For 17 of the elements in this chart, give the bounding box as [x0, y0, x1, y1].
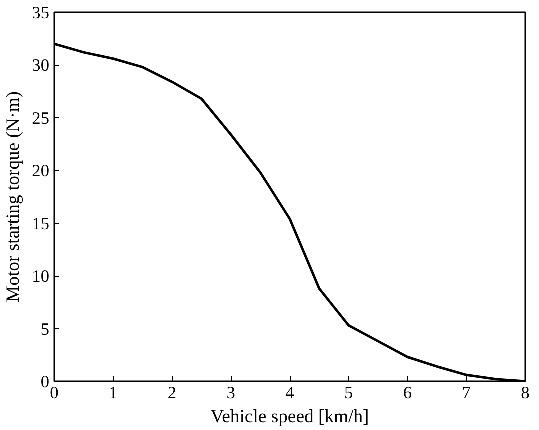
y-tick-label: 25	[32, 108, 50, 128]
y-tick-label: 20	[32, 162, 50, 181]
x-tick-label: 8	[521, 384, 530, 402]
x-tick-label: 7	[462, 384, 472, 402]
x-axis-title: Vehicle speed [km/h]	[210, 406, 370, 428]
x-tick-label: 2	[168, 384, 177, 402]
y-tick-label: 5	[40, 320, 50, 339]
y-axis-title: Motor starting torque (N·m)	[3, 92, 24, 302]
x-tick-label: 6	[403, 384, 412, 402]
y-tick-label: 35	[32, 4, 50, 22]
x-tick-label: 1	[109, 384, 118, 402]
y-tick-label: 15	[32, 214, 50, 234]
x-tick-label: 5	[344, 384, 354, 402]
y-tick-label: 30	[32, 56, 50, 76]
x-tick-label: 3	[226, 384, 236, 402]
x-tick-label: 4	[286, 384, 295, 402]
y-tick-label: 10	[32, 267, 50, 286]
